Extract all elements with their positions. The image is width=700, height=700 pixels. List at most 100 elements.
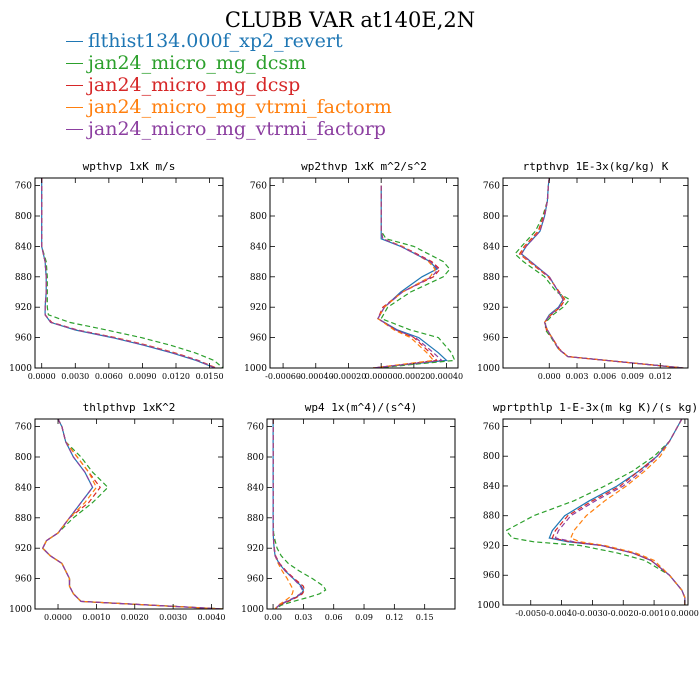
legend-label-1: jan24_micro_mg_dcsm xyxy=(88,52,307,74)
series-line-1-1 xyxy=(376,185,456,368)
ytick-label-3-2: 840 xyxy=(15,483,32,493)
series-line-1-3 xyxy=(372,185,436,368)
panel-0: wpthvp 1xK m/s76080084088092096010000.00… xyxy=(9,160,223,381)
ytick-label-1-0: 760 xyxy=(250,182,267,192)
ytick-label-3-1: 800 xyxy=(15,453,32,463)
legend-swatch-3 xyxy=(66,106,83,108)
xtick-label-2-4: 0.012 xyxy=(649,372,672,381)
xtick-label-1-5: 0.00040 xyxy=(430,372,463,381)
ytick-label-0-1: 800 xyxy=(15,212,32,222)
xtick-label-0-0: 0.0000 xyxy=(28,372,56,381)
legend-label-0: flthist134.000f_xp2_revert xyxy=(88,30,343,52)
ytick-label-5-2: 840 xyxy=(483,482,500,492)
ytick-label-5-6: 1000 xyxy=(477,601,500,611)
ytick-label-1-4: 920 xyxy=(250,303,267,313)
xtick-label-4-4: 0.12 xyxy=(385,613,403,622)
ytick-label-4-5: 960 xyxy=(247,575,264,585)
ytick-label-4-0: 760 xyxy=(247,423,264,433)
legend-entry-4: jan24_micro_mg_vtrmi_factorp xyxy=(66,118,392,140)
ytick-label-1-6: 1000 xyxy=(244,364,267,374)
ytick-label-2-2: 840 xyxy=(483,242,500,252)
panel-title-0: wpthvp 1xK m/s xyxy=(83,160,176,173)
legend-entry-2: jan24_micro_mg_dcsp xyxy=(66,74,392,96)
xtick-label-0-2: 0.0060 xyxy=(95,372,123,381)
series-line-1-4 xyxy=(372,185,444,368)
ytick-label-5-4: 920 xyxy=(483,541,500,551)
legend-swatch-4 xyxy=(66,128,83,130)
figure-title: CLUBB VAR at140E,2N xyxy=(224,8,476,32)
ytick-label-2-4: 920 xyxy=(483,303,500,313)
ytick-label-0-0: 760 xyxy=(15,182,32,192)
series-line-5-1 xyxy=(505,419,686,605)
panel-4: wp4 1x(m^4)/(s^4)76080084088092096010000… xyxy=(241,401,456,622)
panel-title-4: wp4 1x(m^4)/(s^4) xyxy=(305,401,418,414)
series-line-3-4 xyxy=(41,419,223,609)
legend-label-4: jan24_micro_mg_vtrmi_factorp xyxy=(88,118,386,140)
xtick-label-1-1: -0.00040 xyxy=(298,372,334,381)
xtick-label-0-1: 0.0030 xyxy=(61,372,89,381)
series-line-4-1 xyxy=(272,419,327,609)
series-line-1-0 xyxy=(372,185,448,368)
panel-3: thlpthvp 1xK^2 760 800 840 880 920 960 1000 0.00… xyxy=(9,401,225,622)
ytick-label-1-5: 960 xyxy=(250,334,267,344)
xtick-label-2-3: 0.009 xyxy=(621,372,644,381)
legend-entry-0: flthist134.000f_xp2_revert xyxy=(66,30,392,52)
xtick-label-3-3: 0.0030 xyxy=(159,613,187,622)
legend-label-3: jan24_micro_mg_vtrmi_factorm xyxy=(88,96,392,118)
xtick-label-1-2: -0.00020 xyxy=(331,372,367,381)
ytick-label-5-1: 800 xyxy=(483,452,500,462)
series-line-2-1 xyxy=(514,178,684,368)
ytick-label-2-6: 1000 xyxy=(477,364,500,374)
xtick-label-3-1: 0.0010 xyxy=(82,613,110,622)
ytick-label-1-1: 800 xyxy=(250,212,267,222)
series-line-0-1 xyxy=(41,178,223,368)
xtick-label-0-4: 0.0120 xyxy=(162,372,190,381)
legend-swatch-1 xyxy=(66,62,83,64)
xtick-label-4-2: 0.06 xyxy=(325,613,343,622)
ytick-label-0-5: 960 xyxy=(15,334,32,344)
ytick-label-1-3: 880 xyxy=(250,273,267,283)
ytick-label-4-1: 800 xyxy=(247,453,264,463)
xtick-label-2-0: 0.000 xyxy=(538,372,561,381)
series-line-2-2 xyxy=(518,178,684,368)
ytick-label-0-3: 880 xyxy=(15,273,32,283)
series-line-0-3 xyxy=(41,178,217,368)
ytick-label-2-1: 800 xyxy=(483,212,500,222)
xtick-label-0-3: 0.0090 xyxy=(128,372,156,381)
xtick-label-5-0: -0.0050 xyxy=(515,609,546,618)
ytick-label-0-2: 840 xyxy=(15,242,32,252)
ytick-label-5-3: 880 xyxy=(483,512,500,522)
panel-frame-0 xyxy=(34,177,224,369)
xtick-label-2-1: 0.003 xyxy=(566,372,589,381)
ytick-label-2-0: 760 xyxy=(483,182,500,192)
series-line-0-4 xyxy=(41,178,216,368)
panel-title-2: rtpthvp 1E-3x(kg/kg) K xyxy=(523,160,669,173)
panel-2: rtpthvp 1E-3x(kg/kg) K 760 800 840 880 920 960… xyxy=(477,160,689,381)
ytick-label-4-2: 840 xyxy=(247,483,264,493)
legend-entry-1: jan24_micro_mg_dcsm xyxy=(66,52,392,74)
ytick-label-1-2: 840 xyxy=(250,242,267,252)
series-line-0-2 xyxy=(41,178,217,368)
series-line-5-4 xyxy=(554,419,686,605)
xtick-label-1-4: 0.00020 xyxy=(397,372,430,381)
panel-frame-4 xyxy=(266,418,456,610)
panel-frame-3 xyxy=(34,418,224,610)
xtick-label-5-4: -0.0010 xyxy=(639,609,670,618)
ytick-label-4-3: 880 xyxy=(247,514,264,524)
ytick-label-0-6: 1000 xyxy=(9,364,32,374)
ytick-label-3-5: 960 xyxy=(15,575,32,585)
ytick-label-3-4: 920 xyxy=(15,544,32,554)
series-line-5-2 xyxy=(551,419,686,605)
ytick-label-3-6: 1000 xyxy=(9,605,32,615)
ytick-label-5-5: 960 xyxy=(483,571,500,581)
panel-title-3: thlpthvp 1xK^2 xyxy=(83,401,176,414)
xtick-label-3-4: 0.0040 xyxy=(197,613,225,622)
xtick-label-1-0: -0.00060 xyxy=(265,372,301,381)
ytick-label-5-0: 760 xyxy=(483,422,500,432)
xtick-label-4-0: 0.00 xyxy=(264,613,282,622)
xtick-label-5-5: 0.0000 xyxy=(671,609,699,618)
panel-title-1: wp2thvp 1xK m^2/s^2 xyxy=(301,160,427,173)
series-line-5-3 xyxy=(570,419,686,605)
ytick-label-2-5: 960 xyxy=(483,334,500,344)
